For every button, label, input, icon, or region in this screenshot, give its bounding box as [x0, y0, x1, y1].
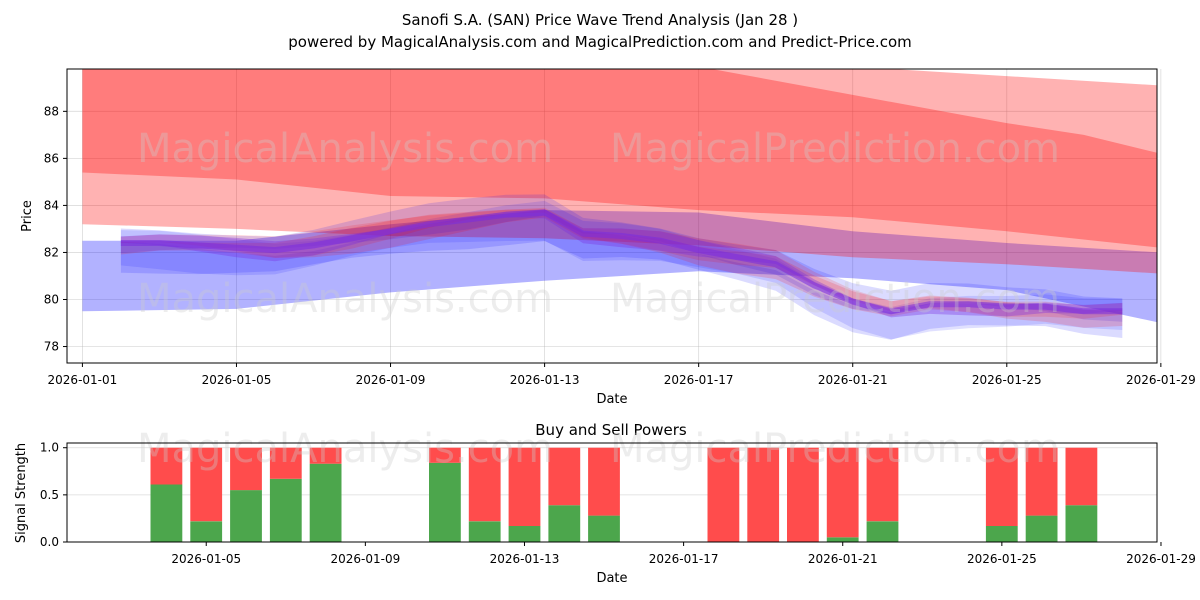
buy-sell-title: Buy and Sell Powers: [535, 421, 687, 439]
price-y-tick-label: 86: [44, 151, 59, 165]
signal-y-tick-label: 0.0: [40, 535, 59, 549]
sell-bar: [429, 447, 461, 463]
watermark-prediction-bottom: MagicalPrediction.com: [610, 426, 1060, 472]
buy-bar: [548, 505, 581, 542]
price-y-tick-label: 78: [44, 340, 59, 354]
chart-subtitle: powered by MagicalAnalysis.com and Magic…: [288, 33, 912, 51]
price-y-tick-label: 80: [44, 292, 59, 306]
price-x-tick-label: 2026-01-09: [356, 373, 426, 387]
buy-bar: [1025, 515, 1058, 542]
price-axes: 78 80 82 84 86 88 2026-01-01 2026-01-05 2026-01-…: [44, 104, 1196, 387]
sell-bar: [1025, 447, 1058, 516]
price-path-line: [120, 209, 1123, 315]
watermark-analysis-bottom: MagicalAnalysis.com: [137, 426, 553, 472]
watermark-analysis-top: MagicalAnalysis.com: [137, 126, 553, 172]
buy-bar: [190, 521, 223, 542]
sell-bar: [985, 447, 1018, 526]
buy-sell-chart: Buy and Sell Powers MagicalAnalysis.com …: [14, 421, 1196, 586]
sell-bar: [866, 447, 899, 522]
price-plot-frame: [66, 68, 1158, 364]
signal-y-tick-label: 0.5: [40, 488, 59, 502]
price-bands: [82, 69, 1157, 340]
buy-bar: [468, 521, 501, 542]
signal-x-tick-label: 2026-01-05: [171, 552, 241, 566]
watermark-prediction-mid: MagicalPrediction.com: [610, 276, 1060, 322]
signal-y-tick-label: 1.0: [40, 441, 59, 455]
buy-bar: [309, 463, 342, 542]
buy-bar: [230, 490, 262, 542]
sell-bar: [508, 447, 541, 526]
signal-x-tick-label: 2026-01-21: [808, 552, 878, 566]
buy-bar: [985, 526, 1018, 542]
watermark-prediction-top: MagicalPrediction.com: [610, 126, 1060, 172]
signal-x-axis-label: Date: [596, 571, 627, 586]
price-y-tick-label: 82: [44, 245, 59, 259]
red-wave-band-2: [82, 69, 1157, 274]
price-grid: [67, 69, 1162, 363]
buy-bar: [866, 521, 899, 542]
price-x-tick-label: 2026-01-29: [1126, 373, 1196, 387]
price-x-tick-label: 2026-01-01: [48, 373, 118, 387]
buy-bar: [429, 462, 461, 542]
price-prediction-ribbon: [120, 209, 1123, 340]
price-y-axis-label: Price: [20, 200, 35, 232]
sell-bar: [787, 447, 819, 542]
watermark-analysis-mid: MagicalAnalysis.com: [137, 276, 553, 322]
signal-y-axis-label: Signal Strength: [14, 443, 29, 543]
sell-bar: [269, 447, 302, 479]
price-prediction-ribbon: [120, 194, 1123, 322]
sell-bar: [826, 447, 859, 538]
sell-bar: [588, 447, 620, 516]
price-wave-chart: MagicalAnalysis.com MagicalPrediction.co…: [20, 68, 1196, 407]
signal-bars: [150, 447, 1098, 542]
signal-x-tick-label: 2026-01-17: [649, 552, 719, 566]
price-x-axis-label: Date: [596, 392, 627, 407]
price-x-tick-label: 2026-01-17: [664, 373, 734, 387]
signal-x-tick-label: 2026-01-13: [490, 552, 560, 566]
signal-x-tick-label: 2026-01-09: [330, 552, 400, 566]
signal-x-tick-label: 2026-01-29: [1126, 552, 1196, 566]
sell-bar: [707, 447, 740, 542]
price-x-tick-label: 2026-01-21: [818, 373, 888, 387]
price-x-tick-label: 2026-01-13: [510, 373, 580, 387]
chart-title: Sanofi S.A. (SAN) Price Wave Trend Analy…: [402, 11, 798, 29]
buy-bar: [588, 515, 620, 542]
sell-bar: [747, 447, 780, 542]
sell-bar: [150, 447, 183, 485]
signal-axes: 0.0 0.5 1.0 2026-01-05 2026-01-09 2026-01-13 2…: [40, 441, 1196, 566]
price-x-tick-label: 2026-01-05: [202, 373, 272, 387]
sell-bar: [309, 447, 342, 464]
sell-bar: [230, 447, 262, 491]
sell-bar: [548, 447, 581, 506]
red-wave-band-1: [82, 69, 1157, 248]
signal-x-tick-label: 2026-01-25: [967, 552, 1037, 566]
buy-bar: [269, 478, 302, 542]
sell-bar: [1065, 447, 1098, 506]
price-y-tick-label: 88: [44, 104, 59, 118]
buy-bar: [826, 537, 859, 542]
price-x-tick-label: 2026-01-25: [972, 373, 1042, 387]
price-prediction-ribbon: [120, 209, 1123, 328]
sell-bar: [190, 447, 223, 522]
buy-bar: [150, 484, 183, 542]
sell-bar: [468, 447, 501, 522]
price-series: [82, 69, 1157, 340]
buy-bar: [1065, 505, 1098, 542]
buy-bar: [508, 526, 541, 542]
price-y-tick-label: 84: [44, 198, 59, 212]
signal-plot-frame: [66, 442, 1158, 543]
